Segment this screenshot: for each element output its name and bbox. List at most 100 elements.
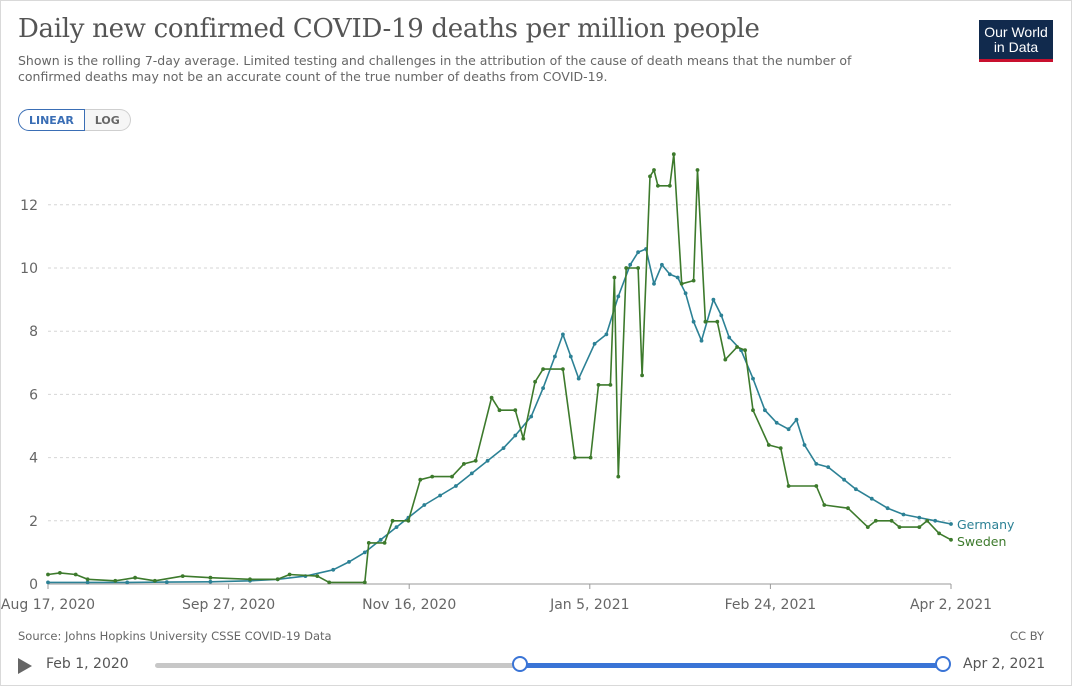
data-point-sweden <box>608 383 613 387</box>
data-point-sweden <box>473 458 478 463</box>
data-point-germany <box>854 487 858 492</box>
data-point-germany <box>751 376 755 381</box>
data-point-sweden <box>113 578 118 583</box>
data-point-germany <box>125 580 130 585</box>
data-point-germany <box>454 484 458 488</box>
data-point-germany <box>576 376 581 381</box>
timeline-start-handle[interactable] <box>512 656 528 672</box>
data-point-sweden <box>925 518 930 523</box>
data-point-sweden <box>766 443 771 447</box>
data-point-sweden <box>430 474 435 479</box>
data-point-germany <box>501 446 506 450</box>
data-point-sweden <box>275 577 280 582</box>
logo-line-1: Our World <box>984 24 1048 40</box>
data-point-sweden <box>846 506 850 511</box>
data-point-germany <box>794 417 799 422</box>
data-point-sweden <box>889 518 894 523</box>
data-point-sweden <box>640 373 644 378</box>
data-point-sweden <box>382 541 387 545</box>
data-point-sweden <box>723 357 728 362</box>
data-point-sweden <box>949 537 953 542</box>
data-point-germany <box>675 275 680 280</box>
data-point-sweden <box>735 345 739 349</box>
y-tick-label: 12 <box>20 198 38 214</box>
data-point-germany <box>901 512 906 517</box>
data-point-germany <box>660 262 664 267</box>
timeline-end-label: Apr 2, 2021 <box>963 656 1046 672</box>
data-point-sweden <box>743 348 747 353</box>
x-tick-label: Sep 27, 2020 <box>182 597 275 613</box>
data-point-germany <box>553 354 557 359</box>
data-point-germany <box>667 272 672 277</box>
data-point-sweden <box>497 408 502 413</box>
data-point-sweden <box>667 183 672 188</box>
data-point-germany <box>683 291 688 296</box>
data-point-germany <box>164 580 169 584</box>
data-point-germany <box>616 294 621 299</box>
data-point-sweden <box>822 503 827 507</box>
chart-title: Daily new confirmed COVID-19 deaths per … <box>18 14 760 44</box>
data-point-germany <box>842 477 846 482</box>
data-point-germany <box>208 579 213 584</box>
data-point-sweden <box>450 474 454 479</box>
timeline-slider: Feb 1, 2020 Apr 2, 2021 <box>0 650 1074 686</box>
data-point-sweden <box>489 395 494 400</box>
play-icon[interactable] <box>18 658 32 674</box>
linear-scale-button[interactable]: LINEAR <box>18 109 85 131</box>
x-tick-label: Aug 17, 2020 <box>1 597 95 613</box>
series-label-sweden: Sweden <box>957 534 1006 549</box>
data-point-germany <box>933 518 938 523</box>
scale-toggle: LINEAR LOG <box>18 109 131 131</box>
owid-logo[interactable]: Our World in Data <box>979 20 1053 62</box>
data-point-sweden <box>208 575 213 580</box>
data-point-sweden <box>406 518 411 523</box>
data-point-germany <box>347 560 351 564</box>
data-point-sweden <box>612 275 617 280</box>
data-point-germany <box>378 537 383 542</box>
data-point-sweden <box>462 462 466 466</box>
y-tick-label: 0 <box>29 577 38 593</box>
data-point-sweden <box>390 518 395 523</box>
data-point-germany <box>604 332 609 337</box>
data-point-sweden <box>648 174 652 179</box>
x-tick-label: Jan 5, 2021 <box>549 597 629 613</box>
data-point-sweden <box>937 531 941 536</box>
data-point-sweden <box>513 408 518 413</box>
data-point-germany <box>541 386 545 390</box>
timeline-selected-range[interactable] <box>520 663 943 668</box>
data-point-germany <box>869 496 874 501</box>
data-point-sweden <box>652 168 656 172</box>
data-point-germany <box>652 281 656 286</box>
data-point-sweden <box>315 574 320 578</box>
data-point-sweden <box>715 319 720 324</box>
license-label[interactable]: CC BY <box>1010 629 1045 643</box>
data-point-germany <box>46 580 50 585</box>
data-point-sweden <box>624 266 629 270</box>
data-point-germany <box>802 443 807 447</box>
data-point-sweden <box>180 574 185 578</box>
data-point-sweden <box>917 525 922 529</box>
data-point-sweden <box>366 541 371 545</box>
data-point-sweden <box>133 575 138 580</box>
chart-subtitle: Shown is the rolling 7-day average. Limi… <box>18 53 852 84</box>
data-point-sweden <box>521 436 526 441</box>
data-point-germany <box>438 493 442 498</box>
data-point-sweden <box>616 474 621 479</box>
line-chart: 0 2 4 6 8 10 12 Aug 17, 2020 Sep 27, 2020 Nov 16,… <box>1 152 1015 613</box>
timeline-start-label: Feb 1, 2020 <box>46 656 129 672</box>
timeline-end-handle[interactable] <box>935 656 951 672</box>
data-point-sweden <box>691 278 696 283</box>
data-point-germany <box>949 522 953 526</box>
data-point-germany <box>422 503 427 507</box>
data-point-germany <box>568 354 573 359</box>
data-point-germany <box>763 408 767 413</box>
data-point-sweden <box>656 183 660 188</box>
data-point-germany <box>774 420 779 425</box>
data-point-sweden <box>533 379 537 384</box>
data-point-sweden <box>287 572 292 577</box>
data-point-germany <box>513 433 518 438</box>
data-point-germany <box>529 414 534 419</box>
data-point-sweden <box>541 367 545 371</box>
log-scale-button[interactable]: LOG <box>84 109 131 131</box>
